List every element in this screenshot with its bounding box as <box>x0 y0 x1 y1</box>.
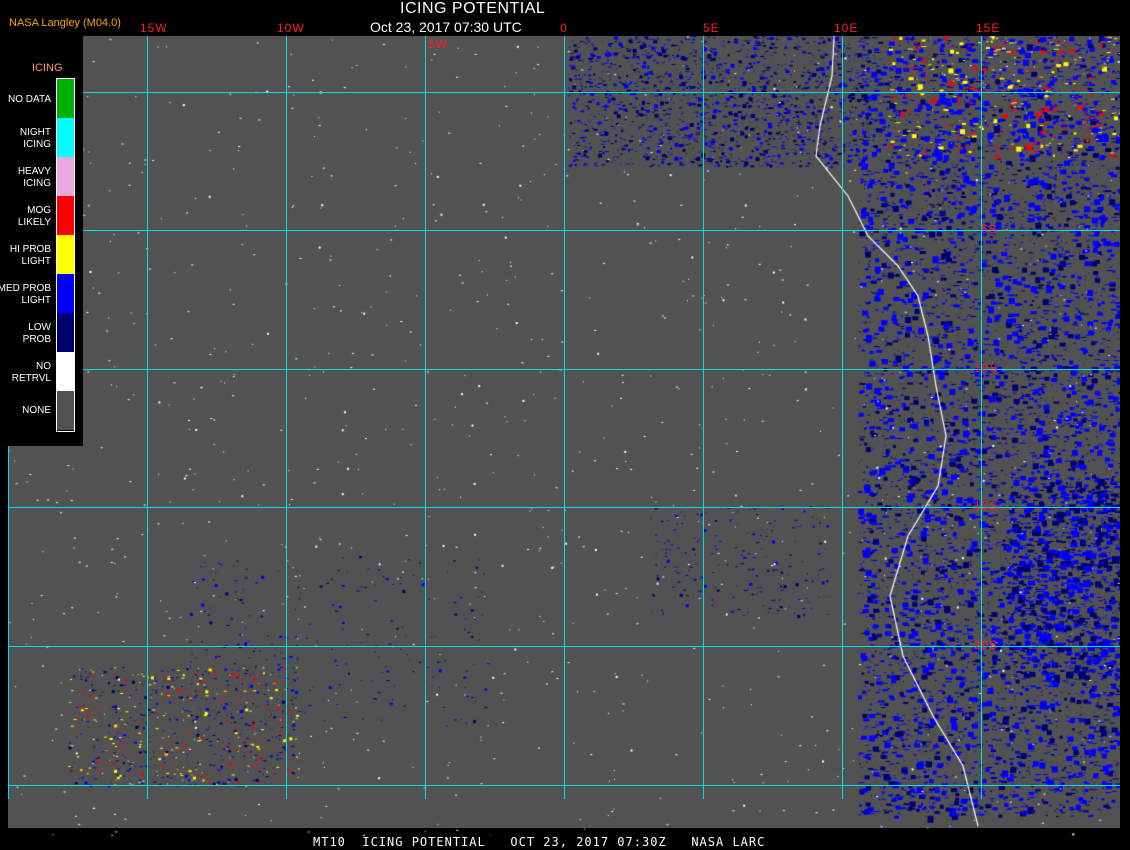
legend-swatch <box>57 391 74 430</box>
lon-label: 15W <box>140 21 168 35</box>
timestamp: Oct 23, 2017 07:30 UTC <box>370 19 522 35</box>
lon-label: 10W <box>277 21 305 35</box>
legend-label: NONE <box>22 405 51 416</box>
legend-label: NO RETRVL <box>11 361 51 384</box>
legend-label: NIGHT ICING <box>19 127 51 150</box>
legend-label: HEAVY ICING <box>17 166 51 189</box>
credit-label: NASA Langley (M04.0) <box>9 17 121 29</box>
legend-title: ICING <box>32 62 63 74</box>
latitude-gridline <box>8 646 1120 647</box>
longitude-gridline <box>703 36 704 799</box>
longitude-gridline <box>147 36 148 799</box>
legend-label: MOG LIKELY <box>17 205 51 228</box>
legend-swatch <box>57 196 74 235</box>
longitude-gridline <box>981 36 982 799</box>
lon-label: 0 <box>560 21 568 35</box>
legend-label: NO DATA <box>8 94 51 105</box>
longitude-gridline <box>842 36 843 799</box>
footer-caption: MT10 ICING POTENTIAL OCT 23, 2017 07:30Z… <box>313 835 766 849</box>
latitude-gridline <box>8 785 1120 786</box>
longitude-gridline <box>564 36 565 799</box>
longitude-gridline <box>286 36 287 799</box>
lat-label: 5S <box>981 222 998 236</box>
legend-label: HI PROB LIGHT <box>9 244 51 267</box>
lon-label: 15E <box>976 21 1001 35</box>
legend-swatch <box>57 352 74 391</box>
latitude-gridline <box>8 92 1120 93</box>
page-title: ICING POTENTIAL <box>400 0 546 17</box>
lon-label: 10E <box>834 21 859 35</box>
legend-label: MED PROB LIGHT <box>0 283 51 306</box>
legend-swatch <box>57 157 74 196</box>
legend-label: LOW PROB <box>22 322 51 345</box>
lon-label: 5W <box>428 37 448 51</box>
lat-label: 20S <box>974 638 999 652</box>
latitude-gridline <box>8 230 1120 231</box>
legend-swatch <box>57 313 74 352</box>
legend-colorbar <box>56 78 75 432</box>
legend-swatch <box>57 79 74 118</box>
lat-label: 15S <box>974 499 999 513</box>
legend-swatch <box>57 118 74 157</box>
lon-label: 5E <box>703 21 720 35</box>
legend-swatch <box>57 274 74 313</box>
legend: ICING NO DATA NIGHT ICING HEAVY ICING MO… <box>0 36 83 446</box>
legend-swatch <box>57 235 74 274</box>
latitude-gridline <box>8 369 1120 370</box>
lat-label: 10S <box>974 361 999 375</box>
longitude-gridline <box>425 36 426 799</box>
latitude-gridline <box>8 507 1120 508</box>
